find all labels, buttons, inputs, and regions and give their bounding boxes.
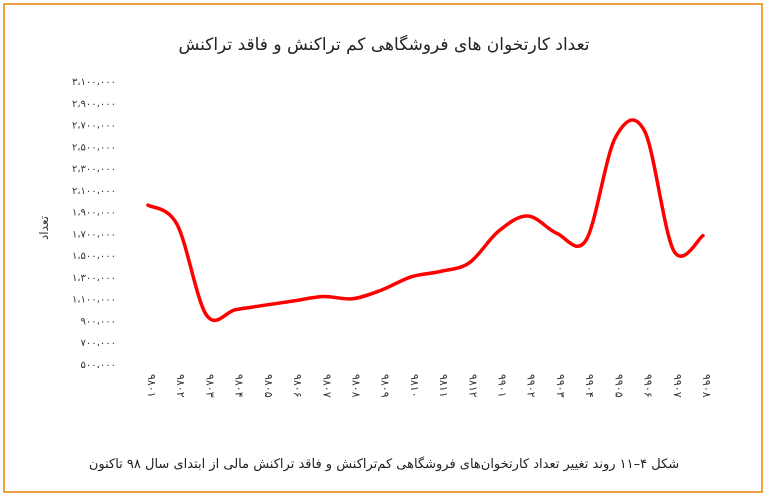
y-tick-label: ۲،۳۰۰،۰۰۰ xyxy=(72,164,116,175)
y-tick-label: ۲،۵۰۰،۰۰۰ xyxy=(72,142,116,153)
x-tick-label: ۹۹۰۵ xyxy=(612,374,625,398)
chart-title: تعداد کارتخوان های فروشگاهی کم تراکنش و … xyxy=(178,34,589,55)
x-tick-label: ۹۸۰۵ xyxy=(262,374,275,398)
x-tick-label: ۹۹۰۶ xyxy=(642,374,655,398)
y-axis: ۵۰۰،۰۰۰ ۷۰۰،۰۰۰ ۹۰۰،۰۰۰ ۱،۱۰۰،۰۰۰ ۱،۳۰۰،۰۰۰ ۱… xyxy=(72,77,116,371)
x-tick-label: ۹۸۰۹ xyxy=(379,374,392,398)
y-tick-label: ۹۰۰،۰۰۰ xyxy=(81,316,116,327)
x-tick-label: ۹۸۰۳ xyxy=(203,374,216,398)
x-tick-label: ۹۹۰۷ xyxy=(671,374,684,398)
x-tick-label: ۹۸۱۰ xyxy=(408,374,421,398)
chart-frame xyxy=(3,3,763,493)
x-tick-label: ۹۸۰۷ xyxy=(320,374,333,398)
x-tick-label: ۹۸۰۱ xyxy=(145,374,158,398)
y-tick-label: ۱،۹۰۰،۰۰۰ xyxy=(72,208,116,219)
x-tick-label: ۹۹۰۴ xyxy=(583,374,596,398)
y-axis-title: تعداد xyxy=(37,216,51,240)
y-tick-label: ۳،۱۰۰،۰۰۰ xyxy=(72,77,116,88)
figure-caption: شکل ۴–۱۱ روند تغییر تعداد کارتخوان‌های ف… xyxy=(89,456,679,472)
x-tick-label: ۹۹۰۲ xyxy=(525,374,538,398)
x-tick-label: ۹۹۰۱ xyxy=(496,374,509,398)
x-tick-label: ۹۸۰۶ xyxy=(291,374,304,398)
y-tick-label: ۲،۹۰۰،۰۰۰ xyxy=(72,99,116,110)
x-tick-label: ۹۸۰۴ xyxy=(233,374,246,398)
x-tick-label: ۹۸۰۲ xyxy=(174,374,187,398)
y-tick-label: ۱،۷۰۰،۰۰۰ xyxy=(72,229,116,240)
x-tick-label: ۹۸۱۲ xyxy=(466,374,479,398)
y-tick-label: ۲،۷۰۰،۰۰۰ xyxy=(72,121,116,132)
x-tick-label: ۹۸۱۱ xyxy=(437,374,450,398)
x-tick-label: ۹۸۰۸ xyxy=(349,374,362,398)
series-line xyxy=(146,118,705,323)
y-tick-label: ۱،۱۰۰،۰۰۰ xyxy=(72,295,116,306)
y-tick-label: ۷۰۰،۰۰۰ xyxy=(81,338,116,349)
y-tick-label: ۱،۳۰۰،۰۰۰ xyxy=(72,273,116,284)
x-tick-label: ۹۹۰۳ xyxy=(554,374,567,398)
y-tick-label: ۵۰۰،۰۰۰ xyxy=(81,360,116,371)
x-tick-label: ۹۹۰۸ xyxy=(700,374,713,398)
x-axis: ۹۸۰۱ ۹۸۰۲ ۹۸۰۳ ۹۸۰۴ ۹۸۰۵ ۹۸۰۶ ۹۸۰۷ ۹۸۰۸ ۹۸۰۹ ۹۸۱۰… xyxy=(145,374,713,398)
y-tick-label: ۲،۱۰۰،۰۰۰ xyxy=(72,186,116,197)
y-tick-label: ۱،۵۰۰،۰۰۰ xyxy=(72,251,116,262)
